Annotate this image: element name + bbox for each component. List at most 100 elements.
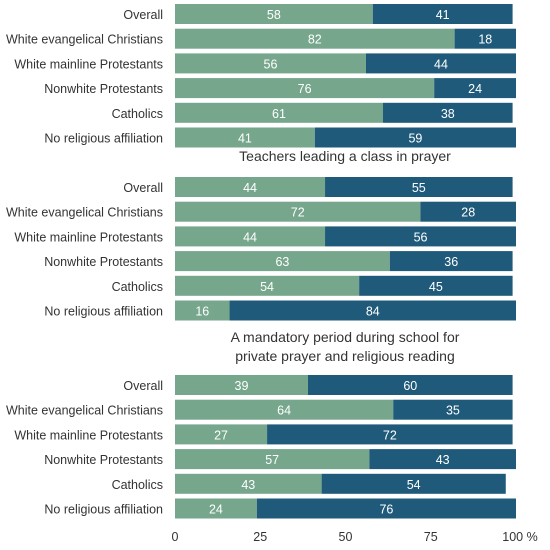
bar-segment-oppose	[256, 498, 516, 519]
bar-segment-oppose	[454, 28, 516, 49]
bar-row: Catholics 61 38	[112, 102, 513, 123]
chart-panels: Overall 58 41 White evangelical Christians 8…	[6, 4, 516, 519]
data-label: 44	[434, 57, 448, 71]
data-label: 18	[478, 33, 492, 47]
data-label: 41	[238, 132, 252, 146]
bar-segment-oppose	[383, 102, 513, 123]
data-label: 45	[429, 280, 443, 294]
bar-segment-oppose	[325, 177, 513, 197]
data-label: 28	[461, 206, 475, 220]
bar-segment-oppose	[229, 300, 516, 321]
data-label: 24	[468, 82, 482, 96]
data-label: 56	[264, 57, 278, 71]
data-label: 54	[260, 280, 274, 294]
data-label: 76	[298, 82, 312, 96]
data-label: 43	[241, 478, 255, 492]
category-label: No religious affiliation	[44, 132, 163, 146]
data-label: 44	[243, 181, 257, 195]
data-label: 54	[407, 478, 421, 492]
bar-segment-support	[175, 78, 435, 99]
data-label: 59	[408, 132, 422, 146]
bar-row: Nonwhite Protestants 57 43	[44, 449, 516, 470]
x-tick-label: 50	[339, 530, 353, 544]
bar-row: Catholics 43 54	[112, 473, 506, 494]
bar-segment-oppose	[325, 226, 516, 247]
data-label: 64	[277, 404, 291, 418]
bar-segment-oppose	[372, 4, 513, 24]
bar-row: No religious affiliation 24 76	[44, 498, 516, 519]
bar-row: Overall 44 55	[123, 177, 513, 197]
category-label: Nonwhite Protestants	[44, 82, 163, 96]
bar-segment-support	[175, 251, 390, 272]
data-label: 61	[272, 107, 286, 121]
bar-row: White mainline Protestants 56 44	[14, 53, 516, 74]
bar-segment-support	[175, 53, 366, 74]
data-label: 82	[308, 33, 322, 47]
bar-segment-oppose	[307, 375, 513, 395]
data-label: 56	[414, 230, 428, 244]
category-label: Overall	[123, 8, 163, 22]
bar-segment-oppose	[369, 449, 516, 470]
bar-segment-support	[175, 28, 455, 49]
bar-segment-oppose	[434, 78, 516, 99]
data-label: 35	[446, 404, 460, 418]
panel-3: A mandatory period during school for priv…	[6, 329, 516, 519]
panel-1: Overall 58 41 White evangelical Christians 8…	[6, 4, 516, 148]
data-label: 38	[441, 107, 455, 121]
data-label: 39	[235, 379, 249, 393]
bar-row: Catholics 54 45	[112, 275, 513, 296]
bar-segment-support	[175, 102, 384, 123]
x-axis: 0 25 50 75 100 %	[172, 530, 538, 544]
data-label: 76	[379, 503, 393, 517]
category-label: No religious affiliation	[44, 503, 163, 517]
data-label: 24	[209, 503, 223, 517]
category-label: White mainline Protestants	[14, 230, 163, 244]
bar-row: Overall 58 41	[123, 4, 513, 24]
category-label: Nonwhite Protestants	[44, 453, 163, 467]
bar-segment-support	[175, 201, 421, 222]
panel-2: Teachers leading a class in prayer Overal…	[6, 148, 516, 321]
data-label: 41	[436, 8, 450, 22]
bar-segment-oppose	[393, 399, 513, 420]
bar-row: White mainline Protestants 27 72	[14, 424, 513, 445]
bar-row: White evangelical Christians 64 35	[6, 399, 513, 420]
category-label: White evangelical Christians	[6, 33, 163, 47]
data-label: 63	[275, 255, 289, 269]
bar-row: White evangelical Christians 72 28	[6, 201, 516, 222]
data-label: 36	[444, 255, 458, 269]
panel-title: A mandatory period during school for	[231, 329, 460, 345]
data-label: 58	[267, 8, 281, 22]
bar-segment-oppose	[359, 275, 513, 296]
data-label: 72	[383, 428, 397, 442]
category-label: Catholics	[112, 107, 163, 121]
data-label: 72	[291, 206, 305, 220]
bar-segment-oppose	[420, 201, 516, 222]
bar-segment-oppose	[321, 473, 506, 494]
bar-segment-support	[175, 424, 268, 445]
category-label: Catholics	[112, 280, 163, 294]
category-label: No religious affiliation	[44, 305, 163, 319]
x-tick-label: 25	[253, 530, 267, 544]
bar-row: Overall 39 60	[123, 375, 513, 395]
bar-segment-oppose	[389, 251, 513, 272]
category-label: White evangelical Christians	[6, 206, 163, 220]
bar-row: No religious affiliation 16 84	[44, 300, 516, 321]
data-label: 27	[214, 428, 228, 442]
category-label: Catholics	[112, 478, 163, 492]
bar-segment-support	[175, 473, 322, 494]
data-label: 44	[243, 230, 257, 244]
bar-segment-support	[175, 498, 257, 519]
bar-segment-support	[175, 226, 326, 247]
bar-segment-support	[175, 399, 394, 420]
bar-segment-support	[175, 4, 373, 24]
panel-title: Teachers leading a class in prayer	[239, 148, 451, 164]
x-tick-label: 75	[424, 530, 438, 544]
bar-segment-oppose	[267, 424, 513, 445]
data-label: 60	[403, 379, 417, 393]
category-label: White mainline Protestants	[14, 57, 163, 71]
bar-segment-oppose	[314, 127, 516, 148]
panel-title: private prayer and religious reading	[235, 348, 454, 364]
bar-segment-support	[175, 275, 360, 296]
category-label: White mainline Protestants	[14, 428, 163, 442]
